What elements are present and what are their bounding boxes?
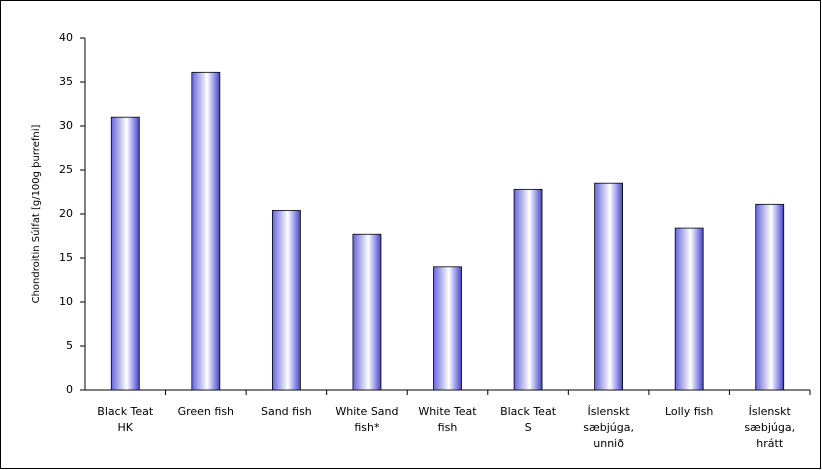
bar <box>271 210 301 391</box>
y-tick-label: 40 <box>59 31 73 44</box>
y-tick-label: 5 <box>66 339 73 352</box>
x-tick-label: White Sand fish* <box>335 405 398 434</box>
y-tick-label: 35 <box>59 75 73 88</box>
x-tick-label: White Teat fish <box>418 405 477 434</box>
bar <box>755 203 785 391</box>
bar <box>594 182 624 391</box>
y-tick-label: 15 <box>59 251 73 264</box>
x-tick-label: Sand fish <box>261 405 312 418</box>
x-tick-label: Íslenskt sæbjúga, hrátt <box>744 405 795 450</box>
bar <box>110 116 140 391</box>
x-tick-label: Black Teat HK <box>97 405 154 434</box>
bar <box>513 188 543 391</box>
y-tick-label: 30 <box>59 119 73 132</box>
x-tick-label: Íslenskt sæbjúga, unnið <box>583 405 634 450</box>
y-tick-label: 25 <box>59 163 73 176</box>
x-tick-label: Black Teat S <box>500 405 557 434</box>
y-tick-label: 10 <box>59 295 73 308</box>
bar <box>433 266 462 391</box>
bar <box>674 227 704 391</box>
y-tick-label: 0 <box>66 383 73 396</box>
bar <box>191 71 221 391</box>
y-tick-label: 20 <box>59 207 73 220</box>
x-tick-label: Lolly fish <box>665 405 713 418</box>
y-axis-label: Chondroitin Súlfat [g/100g þurrefni] <box>30 125 42 304</box>
x-tick-label: Green fish <box>178 405 234 418</box>
bar <box>352 233 382 391</box>
